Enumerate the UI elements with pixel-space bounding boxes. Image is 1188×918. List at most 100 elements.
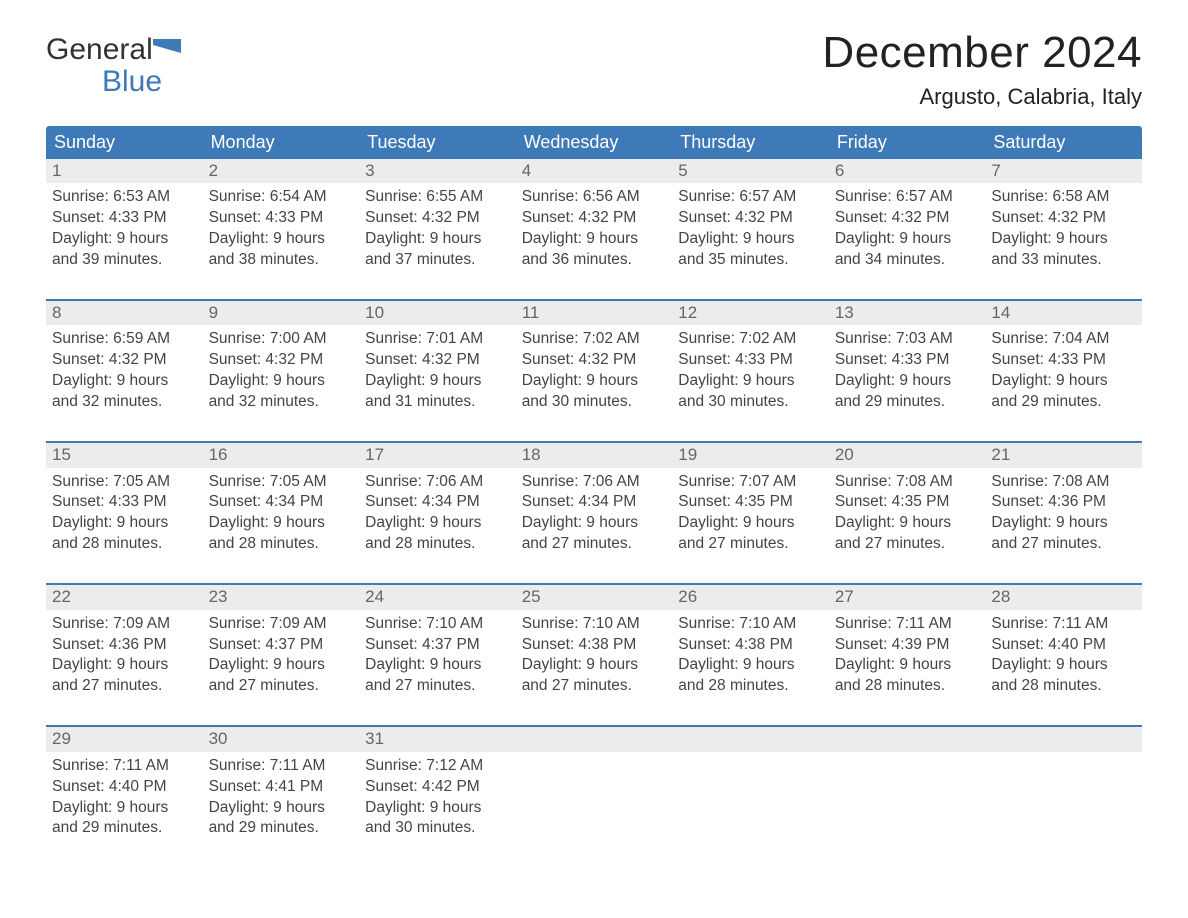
day-number-cell: 24 — [359, 584, 516, 609]
sunset-line: Sunset: 4:38 PM — [678, 635, 823, 656]
calendar-table: Sunday Monday Tuesday Wednesday Thursday… — [46, 126, 1142, 849]
sunset-line: Sunset: 4:32 PM — [365, 208, 510, 229]
day-content-cell: Sunrise: 7:06 AMSunset: 4:34 PMDaylight:… — [516, 468, 673, 585]
day-content-cell: Sunrise: 7:07 AMSunset: 4:35 PMDaylight:… — [672, 468, 829, 585]
daylight-line: Daylight: 9 hours and 27 minutes. — [678, 513, 823, 555]
sunset-line: Sunset: 4:36 PM — [991, 492, 1136, 513]
day-number-cell: 11 — [516, 300, 673, 325]
sunrise-line: Sunrise: 6:57 AM — [678, 187, 823, 208]
daylight-line: Daylight: 9 hours and 28 minutes. — [678, 655, 823, 697]
sunset-line: Sunset: 4:33 PM — [678, 350, 823, 371]
sunset-line: Sunset: 4:36 PM — [52, 635, 197, 656]
week-1: 1234567Sunrise: 6:53 AMSunset: 4:33 PMDa… — [46, 159, 1142, 300]
day-number-cell: 20 — [829, 442, 986, 467]
sunrise-line: Sunrise: 6:57 AM — [835, 187, 980, 208]
day-number-cell: 29 — [46, 726, 203, 751]
sunset-line: Sunset: 4:33 PM — [52, 492, 197, 513]
sunset-line: Sunset: 4:32 PM — [991, 208, 1136, 229]
sunrise-line: Sunrise: 7:07 AM — [678, 472, 823, 493]
sunrise-line: Sunrise: 7:09 AM — [52, 614, 197, 635]
day-content-cell: Sunrise: 7:03 AMSunset: 4:33 PMDaylight:… — [829, 325, 986, 442]
day-content-cell: Sunrise: 7:11 AMSunset: 4:40 PMDaylight:… — [46, 752, 203, 850]
day-content-cell: Sunrise: 6:59 AMSunset: 4:32 PMDaylight:… — [46, 325, 203, 442]
sunrise-line: Sunrise: 7:10 AM — [522, 614, 667, 635]
sunrise-line: Sunrise: 7:12 AM — [365, 756, 510, 777]
weekday-header: Friday — [829, 126, 986, 159]
weekday-header: Wednesday — [516, 126, 673, 159]
day-number-cell: 18 — [516, 442, 673, 467]
week-2: 891011121314Sunrise: 6:59 AMSunset: 4:32… — [46, 300, 1142, 442]
day-number-cell: 23 — [203, 584, 360, 609]
daylight-line: Daylight: 9 hours and 30 minutes. — [678, 371, 823, 413]
sunset-line: Sunset: 4:38 PM — [522, 635, 667, 656]
day-content-cell: Sunrise: 7:10 AMSunset: 4:38 PMDaylight:… — [672, 610, 829, 727]
sunrise-line: Sunrise: 7:10 AM — [678, 614, 823, 635]
sunset-line: Sunset: 4:33 PM — [52, 208, 197, 229]
day-content-cell: Sunrise: 7:09 AMSunset: 4:37 PMDaylight:… — [203, 610, 360, 727]
day-content-cell: Sunrise: 6:55 AMSunset: 4:32 PMDaylight:… — [359, 183, 516, 300]
daylight-line: Daylight: 9 hours and 30 minutes. — [365, 798, 510, 840]
sunrise-line: Sunrise: 7:02 AM — [522, 329, 667, 350]
day-number-cell — [985, 726, 1142, 751]
daylight-line: Daylight: 9 hours and 32 minutes. — [52, 371, 197, 413]
day-content-cell: Sunrise: 7:08 AMSunset: 4:36 PMDaylight:… — [985, 468, 1142, 585]
sunrise-line: Sunrise: 7:11 AM — [835, 614, 980, 635]
sunset-line: Sunset: 4:39 PM — [835, 635, 980, 656]
day-number-cell: 5 — [672, 159, 829, 183]
day-content-cell: Sunrise: 7:09 AMSunset: 4:36 PMDaylight:… — [46, 610, 203, 727]
daylight-line: Daylight: 9 hours and 28 minutes. — [52, 513, 197, 555]
sunrise-line: Sunrise: 6:53 AM — [52, 187, 197, 208]
weekday-header-row: Sunday Monday Tuesday Wednesday Thursday… — [46, 126, 1142, 159]
page-title: December 2024 — [822, 28, 1142, 78]
weekday-header: Sunday — [46, 126, 203, 159]
sunrise-line: Sunrise: 7:03 AM — [835, 329, 980, 350]
day-content-cell: Sunrise: 7:11 AMSunset: 4:41 PMDaylight:… — [203, 752, 360, 850]
sunset-line: Sunset: 4:33 PM — [209, 208, 354, 229]
daylight-line: Daylight: 9 hours and 35 minutes. — [678, 229, 823, 271]
sunset-line: Sunset: 4:34 PM — [522, 492, 667, 513]
day-content-cell: Sunrise: 7:11 AMSunset: 4:40 PMDaylight:… — [985, 610, 1142, 727]
sunset-line: Sunset: 4:32 PM — [52, 350, 197, 371]
logo-word-1: General — [46, 33, 153, 66]
day-content-cell — [985, 752, 1142, 850]
day-number-cell: 10 — [359, 300, 516, 325]
daylight-line: Daylight: 9 hours and 36 minutes. — [522, 229, 667, 271]
daylight-line: Daylight: 9 hours and 31 minutes. — [365, 371, 510, 413]
day-number-cell: 3 — [359, 159, 516, 183]
content-row: Sunrise: 7:09 AMSunset: 4:36 PMDaylight:… — [46, 610, 1142, 727]
day-number-cell: 15 — [46, 442, 203, 467]
day-content-cell: Sunrise: 7:12 AMSunset: 4:42 PMDaylight:… — [359, 752, 516, 850]
daylight-line: Daylight: 9 hours and 34 minutes. — [835, 229, 980, 271]
daylight-line: Daylight: 9 hours and 27 minutes. — [522, 655, 667, 697]
day-content-cell: Sunrise: 7:06 AMSunset: 4:34 PMDaylight:… — [359, 468, 516, 585]
sunrise-line: Sunrise: 6:59 AM — [52, 329, 197, 350]
day-number-cell: 6 — [829, 159, 986, 183]
sunrise-line: Sunrise: 7:11 AM — [52, 756, 197, 777]
sunset-line: Sunset: 4:41 PM — [209, 777, 354, 798]
day-number-cell: 19 — [672, 442, 829, 467]
day-number-cell: 27 — [829, 584, 986, 609]
sunrise-line: Sunrise: 7:08 AM — [991, 472, 1136, 493]
daylight-line: Daylight: 9 hours and 33 minutes. — [991, 229, 1136, 271]
sunrise-line: Sunrise: 7:11 AM — [209, 756, 354, 777]
week-4: 22232425262728Sunrise: 7:09 AMSunset: 4:… — [46, 584, 1142, 726]
daylight-line: Daylight: 9 hours and 32 minutes. — [209, 371, 354, 413]
sunset-line: Sunset: 4:32 PM — [522, 350, 667, 371]
logo-text: General Blue — [46, 34, 181, 97]
content-row: Sunrise: 7:05 AMSunset: 4:33 PMDaylight:… — [46, 468, 1142, 585]
day-content-cell: Sunrise: 6:54 AMSunset: 4:33 PMDaylight:… — [203, 183, 360, 300]
daylight-line: Daylight: 9 hours and 28 minutes. — [835, 655, 980, 697]
sunset-line: Sunset: 4:32 PM — [678, 208, 823, 229]
daynum-row: 22232425262728 — [46, 584, 1142, 609]
day-number-cell: 1 — [46, 159, 203, 183]
day-content-cell: Sunrise: 6:53 AMSunset: 4:33 PMDaylight:… — [46, 183, 203, 300]
week-5: 293031Sunrise: 7:11 AMSunset: 4:40 PMDay… — [46, 726, 1142, 849]
day-content-cell: Sunrise: 7:02 AMSunset: 4:33 PMDaylight:… — [672, 325, 829, 442]
day-content-cell: Sunrise: 6:58 AMSunset: 4:32 PMDaylight:… — [985, 183, 1142, 300]
daylight-line: Daylight: 9 hours and 27 minutes. — [209, 655, 354, 697]
day-content-cell: Sunrise: 7:05 AMSunset: 4:33 PMDaylight:… — [46, 468, 203, 585]
day-number-cell: 12 — [672, 300, 829, 325]
top-bar: General Blue December 2024 Argusto, Cala… — [46, 28, 1142, 120]
daylight-line: Daylight: 9 hours and 27 minutes. — [52, 655, 197, 697]
daylight-line: Daylight: 9 hours and 27 minutes. — [991, 513, 1136, 555]
